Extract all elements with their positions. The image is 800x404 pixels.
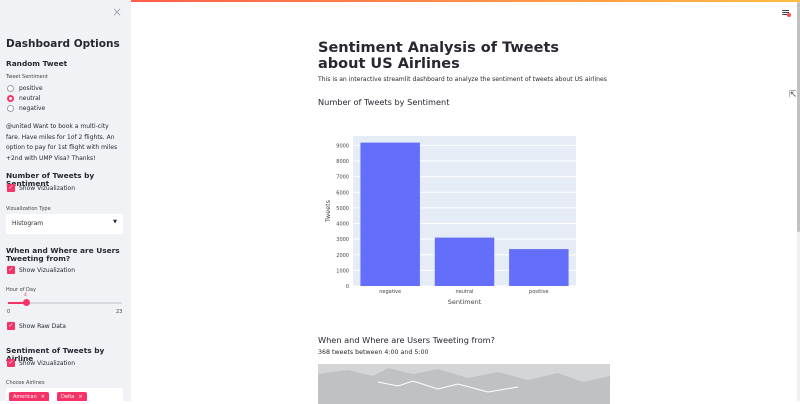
bar-positive[interactable] bbox=[509, 249, 569, 286]
sentiment-bar-chart[interactable]: 0 1000 2000 3000 4000 5000 6000 7000 8000 9000 neg… bbox=[318, 110, 588, 310]
viz-type-value: Histogram bbox=[12, 220, 44, 227]
tag-american-label: American bbox=[13, 394, 37, 400]
close-icon[interactable]: × bbox=[112, 5, 123, 19]
radio-negative-label[interactable]: negative bbox=[19, 105, 46, 112]
page-subtitle: This is an interactive streamlit dashboa… bbox=[318, 76, 607, 83]
notification-dot bbox=[787, 13, 791, 17]
y-tick-label: 7000 bbox=[336, 175, 349, 181]
y-tick-label: 4000 bbox=[336, 222, 349, 228]
section-when-where-heading: When and Where are Users Tweeting from? bbox=[318, 335, 495, 345]
section-num-tweets-heading: Number of Tweets by Sentiment bbox=[318, 97, 450, 107]
viz-type-select[interactable]: Histogram ▼ bbox=[6, 214, 123, 234]
when-where-heading: When and Where are Users Tweeting from? bbox=[6, 246, 120, 263]
sidebar: × Dashboard Options Random Tweet Tweet S… bbox=[0, 0, 131, 401]
hamburger-menu-icon[interactable]: ≡ bbox=[781, 6, 791, 19]
radio-negative[interactable] bbox=[7, 105, 14, 112]
scrollbar-thumb[interactable] bbox=[797, 2, 800, 232]
slider-min: 0 bbox=[7, 309, 11, 315]
y-axis-label: Tweets bbox=[324, 199, 332, 223]
viz-type-label: Vizualization Type bbox=[6, 206, 51, 212]
y-tick-label: 1000 bbox=[336, 268, 349, 274]
y-tick-label: 2000 bbox=[336, 253, 349, 259]
x-tick-label: negative bbox=[379, 289, 401, 295]
radio-neutral[interactable] bbox=[7, 95, 14, 102]
show-viz-checkbox-2[interactable]: ✓ bbox=[7, 266, 15, 274]
y-tick-label: 9000 bbox=[336, 143, 349, 149]
show-viz-checkbox-1-label[interactable]: Show Vizualization bbox=[19, 185, 76, 192]
airline-heading: Sentiment of Tweets by Airline bbox=[6, 346, 105, 363]
x-tick-label: neutral bbox=[456, 289, 474, 295]
tweet-sentiment-label: Tweet Sentiment bbox=[6, 74, 48, 80]
slider-current-value: 4 bbox=[24, 293, 27, 298]
show-raw-data-checkbox[interactable]: ✓ bbox=[7, 322, 15, 330]
tweet-count-text: 368 tweets between 4:00 and 5:00 bbox=[318, 349, 429, 356]
random-tweet-text: @united Want to book a multi-city fare. … bbox=[6, 123, 118, 162]
sidebar-title: Dashboard Options bbox=[6, 38, 120, 50]
x-tick-label: positive bbox=[529, 289, 549, 295]
y-tick-label: 0 bbox=[346, 284, 349, 290]
chevron-down-icon: ▼ bbox=[113, 219, 117, 225]
slider-max: 23 bbox=[116, 309, 123, 315]
y-tick-label: 3000 bbox=[336, 237, 349, 243]
y-tick-label: 5000 bbox=[336, 206, 349, 212]
show-raw-data-label[interactable]: Show Raw Data bbox=[19, 323, 66, 330]
mouse-cursor: ⇱ bbox=[789, 90, 797, 100]
show-viz-checkbox-3-label[interactable]: Show Vizualization bbox=[19, 360, 76, 367]
y-tick-label: 8000 bbox=[336, 159, 349, 165]
tag-american[interactable]: American ✕ bbox=[9, 392, 49, 401]
y-tick-label: 6000 bbox=[336, 190, 349, 196]
radio-positive-label[interactable]: positive bbox=[19, 85, 43, 92]
radio-neutral-label[interactable]: neutral bbox=[19, 95, 41, 102]
hour-slider-track[interactable] bbox=[8, 302, 122, 304]
bar-neutral[interactable] bbox=[434, 237, 495, 286]
hour-slider-fill bbox=[8, 302, 26, 304]
map-landmass bbox=[318, 368, 610, 404]
close-icon[interactable]: ✕ bbox=[40, 394, 45, 400]
page-scrollbar[interactable] bbox=[797, 2, 800, 401]
top-decoration-bar bbox=[0, 0, 800, 2]
show-viz-checkbox-3[interactable]: ✓ bbox=[7, 359, 15, 367]
tweet-location-map[interactable] bbox=[318, 364, 610, 404]
hour-of-day-label: Hour of Day bbox=[6, 287, 36, 293]
tag-delta-label: Delta bbox=[61, 394, 75, 400]
radio-positive[interactable] bbox=[7, 85, 14, 92]
num-tweets-heading: Number of Tweets by Sentiment bbox=[6, 171, 95, 188]
show-viz-checkbox-2-label[interactable]: Show Vizualization bbox=[19, 267, 76, 274]
page-title: Sentiment Analysis of Tweets about US Ai… bbox=[318, 40, 560, 72]
show-viz-checkbox-1[interactable]: ✓ bbox=[7, 184, 15, 192]
choose-airlines-label: Choose Airlines bbox=[6, 380, 45, 386]
bar-negative[interactable] bbox=[360, 142, 420, 286]
x-axis-label: Sentiment bbox=[448, 298, 482, 306]
hour-slider-thumb[interactable] bbox=[23, 299, 30, 306]
tag-delta[interactable]: Delta ✕ bbox=[57, 392, 87, 401]
close-icon[interactable]: ✕ bbox=[78, 394, 83, 400]
random-tweet-heading: Random Tweet bbox=[6, 59, 68, 68]
